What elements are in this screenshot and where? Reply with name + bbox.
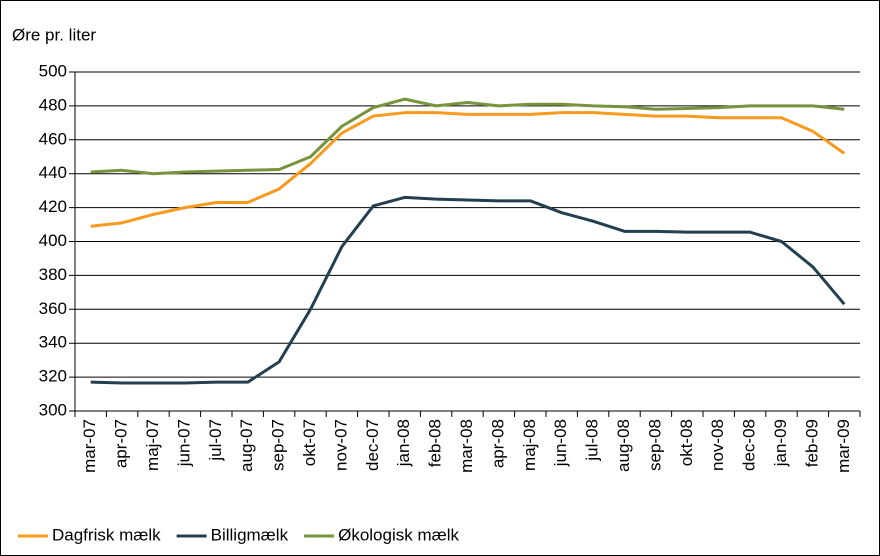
x-tick-label: jan-08 — [394, 419, 413, 467]
x-tick-label: apr-07 — [112, 419, 131, 468]
x-tick-label: okt-07 — [300, 419, 319, 466]
series-line — [90, 97, 845, 176]
y-tick-label: 400 — [39, 231, 67, 250]
legend-label: Billigmælk — [211, 525, 289, 544]
x-tick-label: sep-07 — [269, 419, 288, 471]
series-line — [90, 111, 846, 228]
x-tick-label: jun-07 — [174, 419, 193, 467]
legend-label: Økologisk mælk — [338, 525, 459, 544]
x-tick-label: mar-07 — [80, 419, 99, 473]
x-tick-label: maj-08 — [520, 419, 539, 471]
x-tick-label: apr-08 — [488, 419, 507, 468]
y-tick-label: 440 — [39, 163, 67, 182]
y-tick-label: 340 — [39, 333, 67, 352]
x-tick-label: aug-08 — [614, 419, 633, 472]
x-tick-label: dec-07 — [363, 419, 382, 471]
y-tick-label: 360 — [39, 299, 67, 318]
x-tick-label: nov-08 — [708, 419, 727, 471]
x-tick-label: mar-08 — [457, 419, 476, 473]
x-tick-label: nov-07 — [331, 419, 350, 471]
x-tick-label: maj-07 — [143, 419, 162, 471]
x-tick-label: jul-07 — [206, 419, 225, 462]
x-tick-label: mar-09 — [834, 419, 853, 473]
legend-label: Dagfrisk mælk — [52, 525, 161, 544]
y-tick-label: 460 — [39, 129, 67, 148]
y-tick-label: 380 — [39, 265, 67, 284]
y-tick-label: 300 — [39, 400, 67, 419]
y-tick-label: 500 — [39, 61, 67, 80]
x-tick-label: dec-08 — [740, 419, 759, 471]
x-tick-label: sep-08 — [645, 419, 664, 471]
y-tick-label: 420 — [39, 197, 67, 216]
x-tick-label: feb-09 — [802, 419, 821, 467]
x-tick-label: aug-07 — [237, 419, 256, 472]
y-axis-label: Øre pr. liter — [12, 25, 96, 44]
x-tick-label: feb-08 — [426, 419, 445, 467]
y-tick-label: 480 — [39, 95, 67, 114]
x-tick-label: jun-08 — [551, 419, 570, 467]
x-tick-label: jul-08 — [583, 419, 602, 462]
x-tick-label: okt-08 — [677, 419, 696, 466]
series-line — [90, 195, 846, 385]
y-tick-label: 320 — [39, 367, 67, 386]
x-tick-label: jan-09 — [771, 419, 790, 467]
